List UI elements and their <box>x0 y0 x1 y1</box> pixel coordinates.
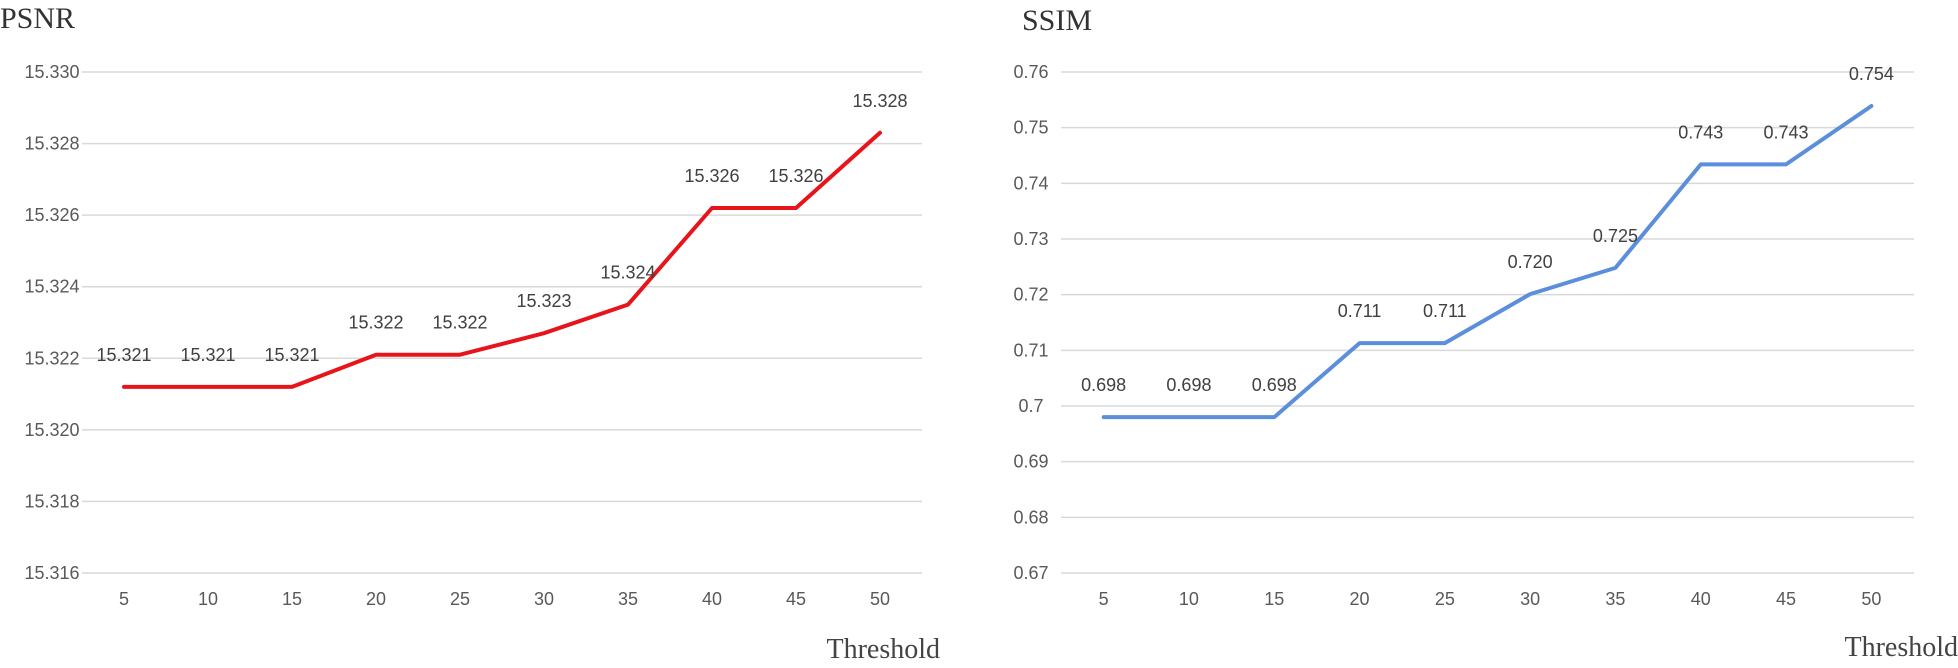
y-tick-label: 0.68 <box>1013 507 1048 527</box>
y-tick-label: 15.326 <box>24 205 79 225</box>
y-tick-label: 0.71 <box>1013 340 1048 360</box>
x-tick-label: 20 <box>1350 589 1370 609</box>
x-tick-label: 40 <box>702 589 722 609</box>
data-label: 15.322 <box>348 313 403 333</box>
data-label: 0.698 <box>1252 375 1297 395</box>
y-tick-label: 15.320 <box>24 420 79 440</box>
y-tick-label: 15.322 <box>24 348 79 368</box>
data-label: 15.328 <box>852 91 907 111</box>
x-tick-label: 30 <box>1520 589 1540 609</box>
psnr-chart: PSNR 15.316 15.318 15.320 15.322 15.324 15.326… <box>0 2 940 665</box>
data-label: 0.743 <box>1678 122 1723 142</box>
y-tick-label: 15.330 <box>24 62 79 82</box>
data-label: 15.322 <box>432 313 487 333</box>
data-label: 0.754 <box>1849 64 1894 84</box>
data-label: 0.711 <box>1423 301 1467 321</box>
data-label: 0.720 <box>1508 252 1553 272</box>
series-line <box>1101 104 1874 420</box>
x-tick-label: 15 <box>1264 589 1284 609</box>
y-tick-label: 0.69 <box>1013 452 1048 472</box>
ssim-chart: SSIM 0.67 0.68 0.69 0.7 0.71 0.72 0.73 0.74 0.75 0… <box>1013 4 1958 663</box>
data-label: 0.698 <box>1081 375 1126 395</box>
x-tick-label: 35 <box>618 589 638 609</box>
chart-title: PSNR <box>0 2 75 35</box>
y-tick-label: 0.7 <box>1018 396 1043 416</box>
y-tick-label: 0.72 <box>1013 285 1048 305</box>
data-label: 0.725 <box>1593 226 1638 246</box>
y-tick-label: 0.75 <box>1013 118 1048 138</box>
x-tick-label: 35 <box>1605 589 1625 609</box>
data-label: 15.321 <box>264 345 319 365</box>
data-label: 15.326 <box>684 166 739 186</box>
series-line <box>122 130 882 389</box>
x-tick-label: 30 <box>534 589 554 609</box>
y-tick-label: 0.67 <box>1013 563 1048 583</box>
data-label: 0.711 <box>1338 301 1382 321</box>
x-tick-label: 25 <box>1435 589 1455 609</box>
data-label: 0.743 <box>1764 122 1809 142</box>
x-tick-label: 45 <box>1776 589 1796 609</box>
x-tick-label: 10 <box>198 589 218 609</box>
y-tick-label: 0.76 <box>1013 62 1048 82</box>
data-label: 15.323 <box>516 291 571 311</box>
x-tick-label: 5 <box>119 589 129 609</box>
x-tick-label: 15 <box>282 589 302 609</box>
data-label: 15.326 <box>768 166 823 186</box>
x-axis-label: Threshold <box>826 634 940 665</box>
y-tick-label: 0.73 <box>1013 229 1048 249</box>
y-tick-label: 15.328 <box>24 134 79 154</box>
data-label: 15.321 <box>96 345 151 365</box>
y-tick-label: 15.318 <box>24 491 79 511</box>
x-axis-label: Threshold <box>1844 632 1958 663</box>
data-label: 15.321 <box>180 345 235 365</box>
data-label: 15.324 <box>600 263 655 283</box>
y-tick-label: 0.74 <box>1013 173 1048 193</box>
x-tick-label: 10 <box>1179 589 1199 609</box>
data-label: 0.698 <box>1166 375 1211 395</box>
x-tick-label: 50 <box>1861 589 1881 609</box>
x-tick-label: 25 <box>450 589 470 609</box>
x-tick-label: 20 <box>366 589 386 609</box>
x-tick-label: 40 <box>1691 589 1711 609</box>
x-tick-label: 50 <box>870 589 890 609</box>
x-tick-label: 5 <box>1099 589 1109 609</box>
x-tick-label: 45 <box>786 589 806 609</box>
y-tick-label: 15.324 <box>24 277 79 297</box>
chart-title: SSIM <box>1022 4 1092 37</box>
y-tick-label: 15.316 <box>24 563 79 583</box>
